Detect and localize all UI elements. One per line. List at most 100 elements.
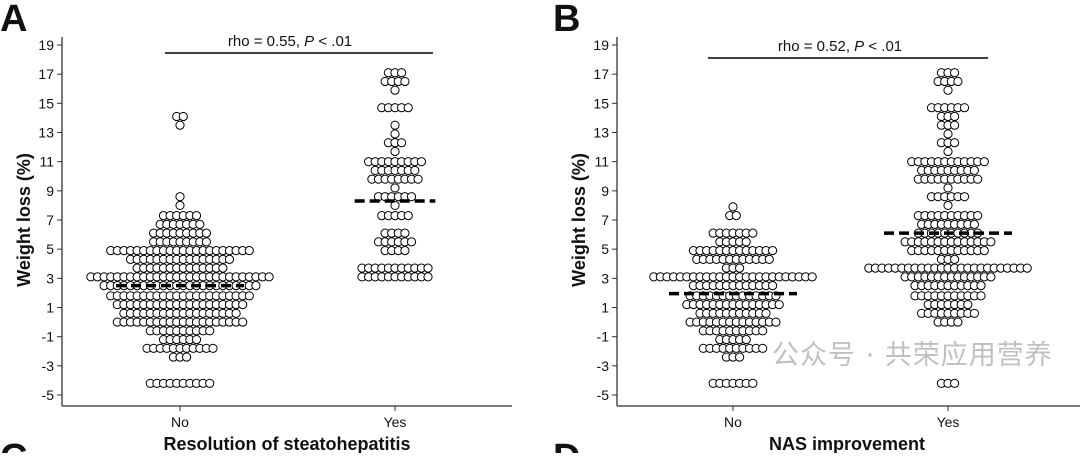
data-point <box>400 76 410 87</box>
significance-annotation: rho = 0.55, P < .01 <box>228 33 352 50</box>
x-tick-label: No <box>724 414 742 430</box>
y-tick-label: -1 <box>597 329 610 345</box>
data-point <box>748 228 758 238</box>
data-point <box>950 254 960 264</box>
y-tick-label: 1 <box>601 300 609 316</box>
y-tick-label: 13 <box>593 125 609 141</box>
data-point <box>175 120 185 130</box>
x-axis-label: NAS improvement <box>769 434 925 453</box>
x-tick-label: Yes <box>937 414 960 430</box>
data-point <box>218 263 228 273</box>
data-point <box>979 157 989 167</box>
data-point <box>950 378 960 388</box>
data-point <box>969 308 980 318</box>
data-point <box>195 219 205 229</box>
data-point <box>943 85 953 95</box>
y-tick-label: -1 <box>42 329 55 345</box>
data-point <box>969 219 980 229</box>
y-tick-label: -5 <box>597 387 610 403</box>
data-point <box>264 272 274 282</box>
data-point <box>735 352 745 362</box>
data-point <box>953 317 963 327</box>
data-point <box>731 211 741 221</box>
y-tick-label: 17 <box>38 66 54 82</box>
y-tick-label: 11 <box>39 154 54 170</box>
data-point <box>390 85 400 95</box>
data-point <box>735 263 745 273</box>
y-tick-label: 1 <box>46 300 54 316</box>
data-point <box>959 103 970 113</box>
data-point <box>416 157 426 167</box>
data-point <box>950 68 960 78</box>
data-point <box>953 76 963 87</box>
data-point <box>758 326 768 336</box>
y-tick-label: 13 <box>38 125 54 141</box>
y-tick-label: 3 <box>46 270 54 286</box>
data-point <box>224 254 235 264</box>
data-point <box>201 237 211 247</box>
significance-annotation: rho = 0.52, P < .01 <box>778 38 902 55</box>
data-point <box>969 165 980 176</box>
data-point <box>231 308 241 318</box>
y-tick-label: 9 <box>46 183 54 199</box>
y-tick-label: 7 <box>46 212 54 228</box>
data-point <box>175 200 185 211</box>
data-point <box>182 352 192 362</box>
data-point <box>403 103 413 113</box>
y-tick-label: -3 <box>42 358 55 374</box>
data-point <box>390 129 400 139</box>
panel-label-b: B <box>553 0 580 40</box>
data-point <box>390 200 400 211</box>
data-point <box>238 299 248 310</box>
y-tick-label: 15 <box>593 95 609 111</box>
data-point <box>238 317 248 327</box>
panel-label-partial: C <box>0 437 27 453</box>
data-point <box>244 291 254 301</box>
y-tick-label: 19 <box>593 37 609 53</box>
y-tick-label: 19 <box>38 37 54 53</box>
data-point <box>976 281 986 291</box>
data-point <box>208 343 218 353</box>
data-point <box>397 138 407 148</box>
data-point <box>979 246 989 256</box>
data-point <box>741 237 751 247</box>
data-point <box>1022 263 1032 273</box>
data-point <box>390 120 400 130</box>
data-point <box>943 146 953 157</box>
data-point <box>976 291 986 301</box>
watermark: 公众号 · 共荣应用营养 <box>772 340 1053 371</box>
data-point <box>205 378 215 388</box>
y-tick-label: 5 <box>46 241 54 257</box>
data-point <box>741 334 751 345</box>
data-point <box>943 200 953 211</box>
data-point <box>390 146 400 157</box>
data-point <box>175 192 185 202</box>
data-point <box>950 120 960 130</box>
data-point <box>390 183 400 193</box>
data-point <box>423 272 433 282</box>
y-tick-label: -5 <box>42 387 55 403</box>
data-point <box>400 228 410 238</box>
data-point <box>973 211 983 221</box>
data-point <box>758 343 768 353</box>
y-tick-label: 15 <box>38 95 54 111</box>
data-point <box>807 272 817 282</box>
data-point <box>178 111 188 122</box>
y-tick-label: -3 <box>597 358 610 374</box>
data-point <box>943 129 953 139</box>
data-point <box>413 174 423 184</box>
y-axis-label: Weight loss (%) <box>569 153 589 287</box>
y-tick-label: 3 <box>601 270 609 286</box>
panel-label-a: A <box>0 0 27 40</box>
data-point <box>728 202 738 212</box>
data-point <box>397 68 407 78</box>
panel-label-partial: D <box>553 437 580 453</box>
data-point <box>423 263 433 273</box>
data-point <box>244 246 254 256</box>
y-axis-label: Weight loss (%) <box>14 153 34 287</box>
data-point <box>403 211 413 221</box>
data-point <box>764 254 774 264</box>
data-point <box>973 174 983 184</box>
data-point <box>748 378 758 388</box>
